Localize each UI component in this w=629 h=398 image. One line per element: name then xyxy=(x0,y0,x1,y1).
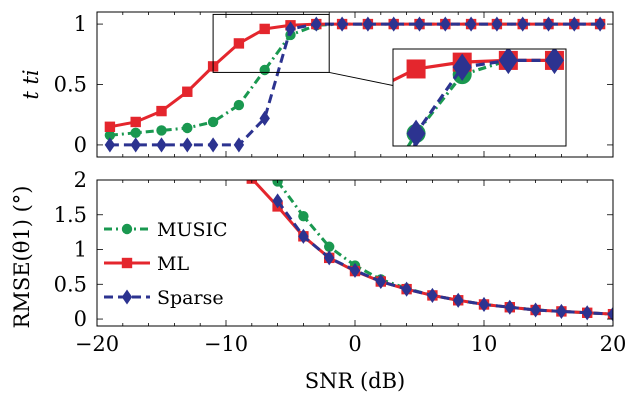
legend-marker-sparse xyxy=(121,289,133,305)
top-series-music-point xyxy=(207,116,219,128)
top-y-tick-label: 0 xyxy=(74,133,87,157)
bottom-x-tick-label: −20 xyxy=(75,332,119,356)
bottom-series-sparse-point xyxy=(427,287,438,303)
bottom-series-sparse-point xyxy=(607,306,613,322)
bottom-series-sparse-point xyxy=(375,273,386,290)
top-series-ml-point xyxy=(259,23,270,35)
legend-marker-music xyxy=(121,223,133,235)
legend-marker-ml xyxy=(121,257,133,269)
top-series-sparse-point xyxy=(285,21,296,37)
inset-series-ml-point xyxy=(314,125,333,144)
plot-root: 0 0.5 1 t ti 0 0.5 1 1.5 2 −20 −10 0 10 20 SNR (dB) RMS… xyxy=(10,11,627,393)
top-series-sparse-line xyxy=(109,22,601,147)
top-series-music-point xyxy=(233,99,245,111)
top-y-tick-label: 0.5 xyxy=(54,73,87,97)
inset-series-ml-point xyxy=(406,59,426,79)
bottom-x-axis-label: SNR (dB) xyxy=(305,369,406,393)
top-series-sparse-point xyxy=(362,16,374,32)
inset-series-sparse-point xyxy=(498,49,518,75)
top-series-sparse-point xyxy=(311,16,322,32)
bottom-x-tick-label: −10 xyxy=(204,332,248,356)
top-series-ml-point xyxy=(233,38,245,49)
top-series-ml-point xyxy=(156,105,167,117)
top-series-music-point xyxy=(259,64,270,76)
bottom-x-tick-label: 10 xyxy=(471,332,498,356)
top-y-axis-label: t ti xyxy=(19,69,43,99)
inset-series-music-line xyxy=(406,58,509,146)
bottom-series-sparse-point xyxy=(349,262,361,278)
bottom-series-sparse-point xyxy=(401,281,412,297)
top-series-sparse-point xyxy=(440,16,451,32)
bottom-x-tick-label: 0 xyxy=(348,332,361,356)
top-series-sparse-point xyxy=(259,110,270,126)
top-plot-area xyxy=(104,16,606,153)
bottom-y-tick-label: 0 xyxy=(74,307,87,331)
bottom-series-sparse-point xyxy=(298,228,309,244)
legend-label-music: MUSIC xyxy=(157,219,228,241)
top-series-sparse-point xyxy=(182,137,193,153)
inset-series-sparse-point xyxy=(406,119,426,146)
top-series-sparse-point xyxy=(104,137,116,153)
top-series-music-point xyxy=(130,127,141,139)
top-series-ml-point xyxy=(182,86,193,97)
top-series-sparse-point xyxy=(594,16,606,32)
bottom-series-sparse-point xyxy=(272,193,283,209)
inset-plot-area xyxy=(314,49,564,360)
bottom-series-sparse-point xyxy=(504,299,515,315)
top-series-sparse-point xyxy=(414,16,425,32)
legend: MUSIC ML Sparse xyxy=(104,219,228,309)
bottom-series-sparse-point xyxy=(453,292,464,308)
top-series-ml-point xyxy=(104,121,116,132)
zoom-region-box xyxy=(212,13,330,73)
bottom-series-sparse-point xyxy=(556,303,567,319)
bottom-y-tick-label: 0.5 xyxy=(54,272,87,296)
inset-series-sparse-point xyxy=(544,49,564,75)
bottom-series-sparse-point xyxy=(530,302,541,318)
bottom-series-music-point xyxy=(298,210,309,222)
legend-label-sparse: Sparse xyxy=(157,287,224,309)
inset-series-music-point xyxy=(360,199,379,218)
bottom-series-sparse-point xyxy=(478,296,490,312)
bottom-y-tick-label: 1.5 xyxy=(54,203,87,227)
top-series-sparse-point xyxy=(543,16,554,32)
inset-series-sparse-point xyxy=(452,53,472,82)
bottom-series-music-point xyxy=(272,180,283,187)
bottom-y-tick-label: 1 xyxy=(74,238,87,262)
bottom-series-music-point xyxy=(324,241,335,252)
legend-label-ml: ML xyxy=(157,253,189,275)
bottom-y-tick-label: 2 xyxy=(74,168,87,192)
top-series-music-point xyxy=(182,122,193,134)
top-series-music-point xyxy=(156,125,167,136)
inset-series-ml-point xyxy=(360,82,379,101)
top-series-sparse-point xyxy=(491,16,503,32)
top-series-sparse-point xyxy=(465,16,477,32)
bottom-series-sparse-point xyxy=(582,305,593,321)
bottom-x-tick-label: 20 xyxy=(600,332,627,356)
bottom-plot-area xyxy=(246,180,613,322)
top-series-sparse-point xyxy=(569,16,580,32)
top-series-music-point xyxy=(104,130,116,141)
bottom-series-sparse-point xyxy=(324,250,335,266)
inset-series-sparse-point xyxy=(384,332,403,360)
top-series-sparse-point xyxy=(207,137,219,153)
zoom-connector-line xyxy=(329,71,394,86)
top-series-sparse-point xyxy=(233,137,245,153)
top-series-sparse-point xyxy=(156,137,167,153)
top-y-tick-label: 1 xyxy=(74,12,87,36)
top-series-sparse-point xyxy=(130,137,141,153)
inset-frame xyxy=(392,48,567,147)
bottom-y-axis-label: RMSE(θ1) (°) xyxy=(10,186,34,329)
top-series-sparse-point xyxy=(388,16,399,32)
top-series-ml-point xyxy=(130,116,141,128)
top-series-sparse-point xyxy=(336,16,348,32)
top-series-sparse-point xyxy=(517,16,528,32)
